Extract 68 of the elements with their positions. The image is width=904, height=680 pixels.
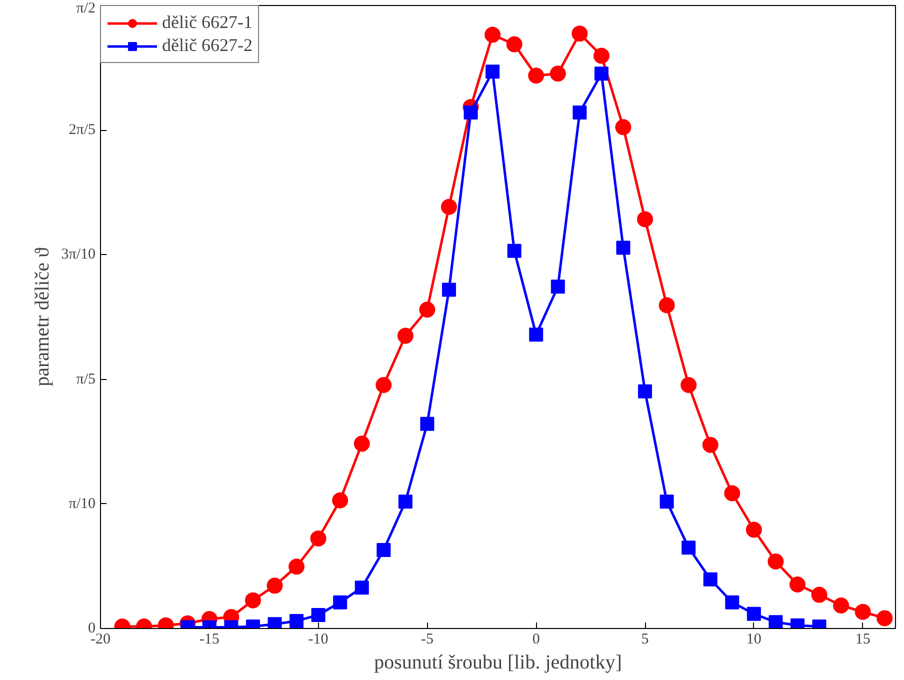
point — [442, 282, 456, 297]
point — [658, 297, 675, 314]
point — [398, 494, 412, 509]
point — [440, 198, 457, 215]
point — [288, 558, 305, 575]
point — [397, 328, 414, 344]
point — [486, 64, 500, 79]
legend-label: dělič 6627-2 — [162, 35, 252, 56]
point — [746, 606, 761, 621]
x-tick-label: -5 — [420, 632, 434, 648]
point — [725, 595, 740, 610]
point — [615, 119, 632, 136]
y-tick-label: 3π/10 — [61, 246, 96, 263]
point — [464, 106, 478, 120]
point — [616, 240, 630, 255]
x-tick-label: -15 — [199, 632, 220, 648]
point — [506, 36, 522, 52]
point — [354, 436, 370, 452]
point — [703, 572, 718, 586]
point — [572, 26, 588, 42]
point — [682, 540, 696, 555]
point — [724, 485, 740, 502]
point — [332, 492, 348, 508]
point — [660, 494, 674, 509]
point — [244, 592, 261, 608]
point — [550, 280, 565, 294]
y-tick-label: π/5 — [76, 371, 96, 388]
point — [594, 66, 608, 81]
point — [311, 608, 326, 622]
point — [376, 376, 392, 393]
y-tick-label: 2π/5 — [68, 122, 96, 138]
x-tick-label: 0 — [532, 632, 540, 648]
point — [310, 530, 326, 546]
point — [638, 384, 652, 398]
point — [354, 580, 369, 595]
point — [593, 48, 610, 64]
x-tick-label: 10 — [746, 632, 762, 648]
point — [419, 302, 436, 318]
point — [376, 542, 391, 557]
point — [702, 436, 718, 453]
point — [333, 595, 348, 610]
x-tick-label: 5 — [641, 632, 649, 648]
y-axis-title: parametr děliče ϑ — [31, 248, 54, 386]
x-tick-label: -10 — [308, 632, 328, 648]
point — [507, 244, 522, 258]
point — [854, 604, 871, 620]
point — [768, 553, 784, 570]
point — [680, 376, 697, 393]
legend-label: dělič 6627-1 — [162, 12, 252, 33]
point — [290, 614, 304, 628]
point — [637, 211, 654, 228]
y-tick-label: π/2 — [76, 0, 96, 16]
point — [789, 576, 806, 592]
point — [572, 106, 587, 120]
point — [420, 416, 434, 431]
point — [484, 26, 501, 43]
point — [550, 66, 566, 82]
point — [529, 328, 544, 342]
point — [768, 615, 783, 628]
point — [833, 598, 850, 614]
y-tick-label: π/10 — [68, 496, 96, 512]
point — [811, 586, 828, 603]
point — [746, 522, 762, 538]
point — [528, 68, 544, 84]
x-tick-label: 15 — [855, 632, 870, 648]
x-axis-title: posunutí šroubu [lib. jednotky] — [374, 652, 622, 674]
point — [876, 610, 893, 626]
point — [266, 578, 283, 594]
